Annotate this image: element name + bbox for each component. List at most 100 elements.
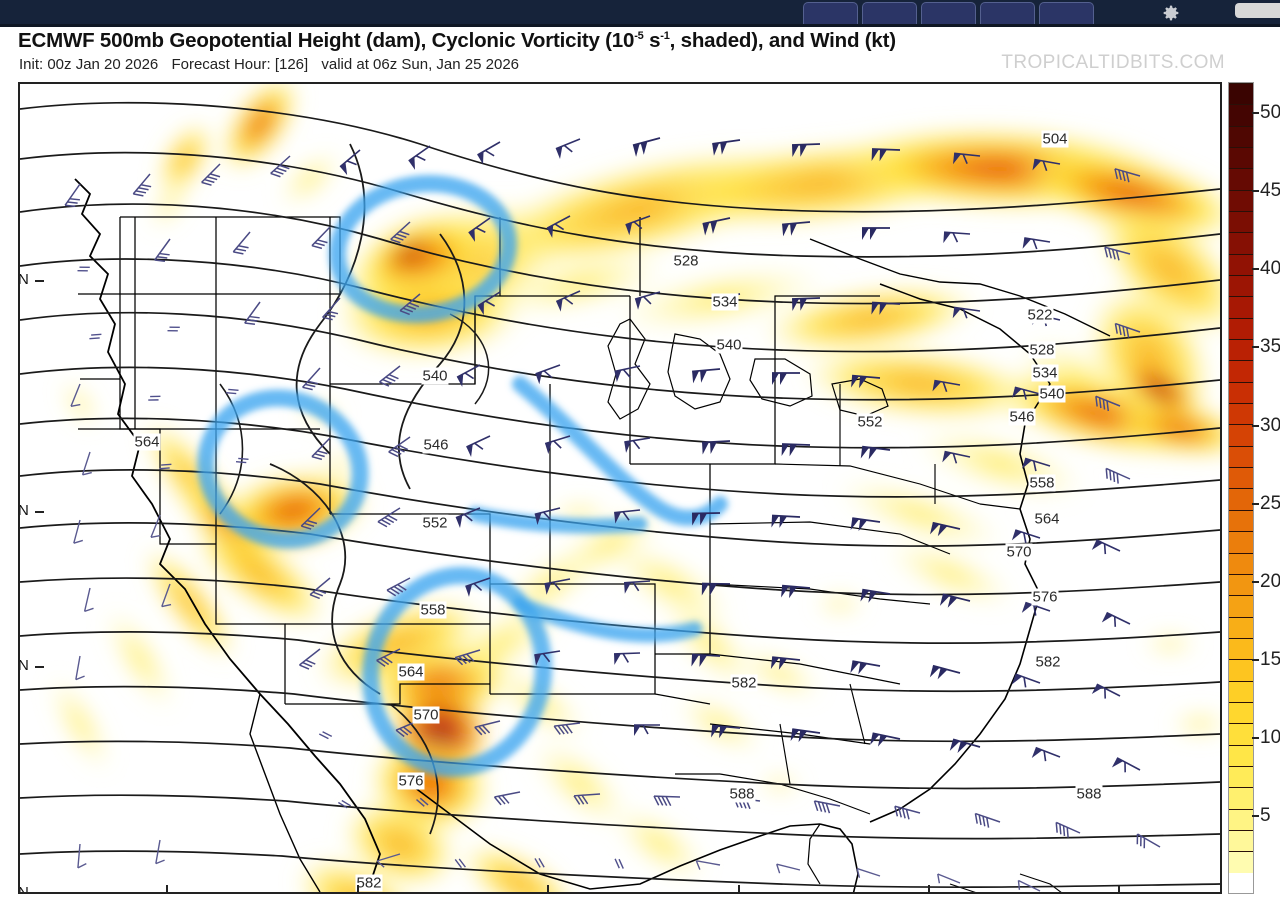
colorbar-cell-25 [1229, 339, 1253, 361]
colorbar-tick-50 [1252, 112, 1259, 115]
colorbar-tick-25 [1252, 502, 1259, 505]
lon-tick-4 [738, 885, 740, 892]
colorbar-cell-23 [1229, 381, 1253, 404]
colorbar-cell-17 [1229, 509, 1253, 532]
colorbar-cell-37 [1229, 82, 1253, 105]
contour-label-564-11: 564 [133, 433, 161, 451]
contour-label-534-2: 534 [711, 293, 739, 311]
colorbar-cell-9 [1229, 680, 1253, 702]
colorbar-tick-35 [1252, 346, 1259, 349]
annotation-stroke-plains [467, 506, 648, 534]
browser-tab-4[interactable] [980, 2, 1035, 24]
colorbar-tick-45 [1252, 190, 1259, 193]
colorbar-cell-31 [1229, 211, 1253, 233]
gear-icon[interactable] [1160, 2, 1182, 24]
colorbar-cell-21 [1229, 424, 1253, 446]
colorbar-cell-8 [1229, 701, 1253, 724]
contour-label-582-26: 582 [355, 874, 383, 892]
colorbar-tick-label-45: 45 [1260, 180, 1280, 202]
weather-map[interactable]: 504 528 534 522 528 540 534 540 540 546 552 564 546 5… [18, 82, 1222, 894]
contour-label-522-3: 522 [1026, 306, 1054, 324]
colorbar-tick-30 [1252, 424, 1259, 427]
colorbar-tick-label-20: 20 [1260, 570, 1280, 592]
colorbar-cell-4 [1229, 787, 1253, 809]
title-exponent-1: -5 [634, 30, 644, 43]
lon-tick-6 [1118, 885, 1120, 892]
colorbar-cell-27 [1229, 296, 1253, 318]
forecast-hour: Forecast Hour: [126] [171, 56, 309, 73]
contour-label-564-15: 564 [1033, 510, 1061, 528]
contour-label-540-5: 540 [715, 336, 743, 354]
colorbar-cell-1 [1229, 851, 1253, 873]
colorbar-tick-label-50: 50 [1260, 102, 1280, 124]
colorbar-tick-label-10: 10 [1260, 726, 1280, 748]
browser-tab-3[interactable] [921, 2, 976, 24]
colorbar-cell-3 [1229, 808, 1253, 830]
annotation-circle-northern-plains [328, 175, 518, 323]
forecast-metadata: Init: 00z Jan 20 2026 Forecast Hour: [12… [19, 56, 519, 73]
contour-label-504-0: 504 [1041, 130, 1069, 148]
contour-label-528-1: 528 [672, 252, 700, 270]
colorbar-cell-35 [1229, 125, 1253, 147]
lat-label-3: N [18, 657, 29, 674]
browser-tab-1[interactable] [803, 2, 858, 24]
chart-header: ECMWF 500mb Geopotential Height (dam), C… [0, 27, 1280, 82]
colorbar-cell-34 [1229, 146, 1253, 169]
colorbar-cell-19 [1229, 467, 1253, 489]
contour-label-540-8: 540 [1038, 385, 1066, 403]
colorbar-cell-22 [1229, 403, 1253, 425]
init-time: Init: 00z Jan 20 2026 [19, 56, 159, 73]
colorbar-cell-5 [1229, 765, 1253, 788]
lat-label-4: N [18, 884, 29, 894]
colorbar-tick-label-35: 35 [1260, 336, 1280, 358]
annotation-circle-great-basin [197, 389, 369, 549]
colorbar-cell-2 [1229, 829, 1253, 852]
contour-label-558-13: 558 [1028, 474, 1056, 492]
colorbar-cell-20 [1229, 445, 1253, 468]
map-canvas [20, 84, 1220, 892]
contour-label-558-18: 558 [419, 601, 447, 619]
title-mid: s [643, 29, 661, 52]
address-bar-chip[interactable] [1235, 3, 1280, 18]
colorbar-cell-10 [1229, 659, 1253, 681]
title-suffix: , shaded), and Wind (kt) [669, 29, 896, 52]
colorbar-cell-12 [1229, 616, 1253, 638]
contour-label-576-23: 576 [397, 772, 425, 790]
colorbar-cell-33 [1229, 168, 1253, 190]
lon-tick-2 [357, 885, 359, 892]
colorbar-tick-40 [1252, 268, 1259, 271]
title-prefix: ECMWF 500mb Geopotential Height (dam), C… [18, 29, 635, 52]
colorbar-cell-30 [1229, 232, 1253, 254]
browser-tab-2[interactable] [862, 2, 917, 24]
colorbar-tick-5 [1252, 814, 1259, 817]
browser-toolbar [0, 0, 1280, 24]
colorbar-cell-32 [1229, 189, 1253, 211]
colorbar-cell-0 [1229, 872, 1253, 893]
colorbar-tick-15 [1252, 658, 1259, 661]
page-title: ECMWF 500mb Geopotential Height (dam), C… [18, 29, 896, 53]
colorbar-cell-24 [1229, 360, 1253, 382]
colorbar-cell-6 [1229, 744, 1253, 766]
vorticity-shading [49, 84, 1220, 892]
colorbar-tick-10 [1252, 736, 1259, 739]
colorbar-cell-36 [1229, 104, 1253, 126]
lon-tick-3 [547, 885, 549, 892]
title-exponent-2: -1 [660, 30, 670, 43]
colorbar-tick-label-40: 40 [1260, 258, 1280, 280]
colorbar-cell-11 [1229, 637, 1253, 660]
contour-label-582-19: 582 [1034, 653, 1062, 671]
contour-label-534-6: 534 [1031, 364, 1059, 382]
contour-label-540-7: 540 [421, 367, 449, 385]
colorbar-cell-15 [1229, 552, 1253, 574]
contour-label-552-14: 552 [421, 514, 449, 532]
contour-label-528-4: 528 [1028, 341, 1056, 359]
annotation-circle-texas [361, 566, 553, 778]
chrome-divider [0, 24, 1280, 27]
colorbar-cell-7 [1229, 723, 1253, 745]
colorbar-tick-20 [1252, 580, 1259, 583]
contour-label-552-10: 552 [856, 413, 884, 431]
lon-tick-5 [928, 885, 930, 892]
contour-label-588-24: 588 [728, 785, 756, 803]
browser-tab-5[interactable] [1039, 2, 1094, 24]
watermark: TROPICALTIDBITS.COM [1001, 52, 1225, 73]
